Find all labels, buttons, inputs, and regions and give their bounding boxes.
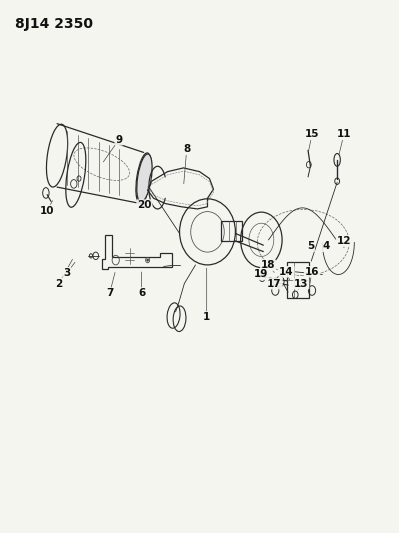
- Text: 6: 6: [138, 288, 145, 298]
- Ellipse shape: [137, 154, 152, 202]
- Text: 8J14 2350: 8J14 2350: [15, 17, 93, 31]
- Text: 20: 20: [137, 200, 152, 210]
- Text: 9: 9: [115, 135, 122, 144]
- Ellipse shape: [147, 259, 148, 261]
- Text: 12: 12: [337, 236, 351, 246]
- Text: 11: 11: [337, 130, 351, 139]
- Text: 5: 5: [307, 241, 314, 251]
- Text: 8: 8: [183, 144, 190, 154]
- Text: 3: 3: [63, 268, 71, 278]
- Text: 15: 15: [305, 130, 319, 139]
- Text: 10: 10: [40, 206, 54, 215]
- Bar: [221, 221, 242, 241]
- Text: 4: 4: [323, 241, 330, 251]
- Bar: [287, 262, 309, 298]
- Text: 18: 18: [261, 261, 275, 270]
- Text: 2: 2: [55, 279, 63, 288]
- Text: 19: 19: [254, 270, 269, 279]
- Text: 13: 13: [294, 279, 308, 288]
- Text: 1: 1: [203, 312, 210, 322]
- Text: 16: 16: [305, 267, 319, 277]
- Text: 17: 17: [267, 279, 282, 288]
- Text: 14: 14: [279, 267, 294, 277]
- Text: 7: 7: [106, 288, 113, 298]
